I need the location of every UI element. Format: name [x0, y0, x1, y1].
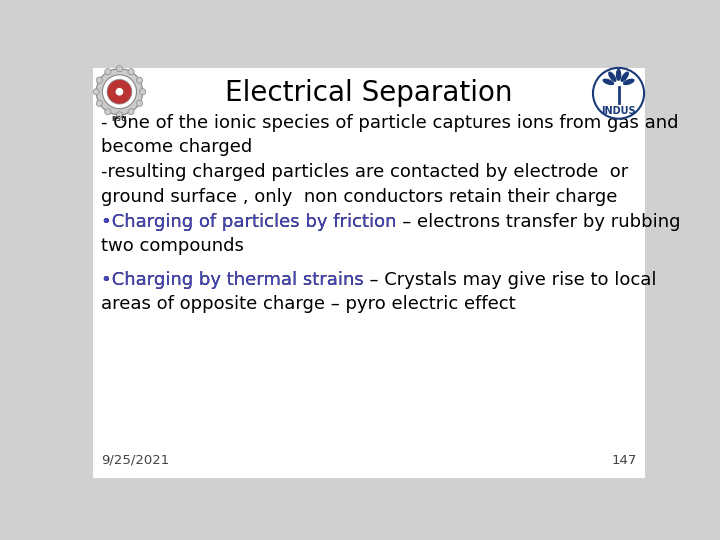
Circle shape	[102, 75, 137, 109]
Text: 147: 147	[612, 454, 637, 467]
Circle shape	[117, 65, 122, 72]
Text: 9/25/2021: 9/25/2021	[101, 454, 169, 467]
Circle shape	[96, 100, 102, 106]
Circle shape	[137, 77, 143, 83]
Text: INDUS: INDUS	[601, 106, 636, 117]
Ellipse shape	[623, 79, 634, 85]
Text: - One of the ionic species of particle captures ions from gas and
become charged: - One of the ionic species of particle c…	[101, 114, 678, 157]
Circle shape	[137, 100, 143, 106]
Circle shape	[593, 68, 644, 119]
Text: -resulting charged particles are contacted by electrode  or
ground surface , onl: -resulting charged particles are contact…	[101, 164, 628, 206]
FancyBboxPatch shape	[93, 68, 645, 477]
Ellipse shape	[616, 69, 621, 81]
Ellipse shape	[621, 71, 629, 82]
Circle shape	[140, 89, 145, 95]
Ellipse shape	[608, 71, 616, 82]
Ellipse shape	[603, 79, 614, 85]
Circle shape	[104, 69, 111, 75]
Circle shape	[128, 109, 134, 115]
Text: •Charging of particles by friction – electrons transfer by rubbing
two compounds: •Charging of particles by friction – ele…	[101, 213, 680, 255]
Circle shape	[96, 69, 143, 115]
Circle shape	[116, 88, 123, 96]
Circle shape	[93, 89, 99, 95]
Circle shape	[104, 109, 111, 115]
Text: •Charging of particles by friction: •Charging of particles by friction	[101, 213, 396, 231]
Text: Electrical Separation: Electrical Separation	[225, 79, 513, 107]
Circle shape	[107, 79, 132, 104]
Text: •Charging by thermal strains – Crystals may give rise to local
areas of opposite: •Charging by thermal strains – Crystals …	[101, 271, 657, 313]
Circle shape	[128, 69, 134, 75]
Circle shape	[96, 77, 102, 83]
Text: •Charging by thermal strains: •Charging by thermal strains	[101, 271, 364, 289]
Text: IISU: IISU	[112, 117, 127, 123]
Circle shape	[117, 112, 122, 118]
